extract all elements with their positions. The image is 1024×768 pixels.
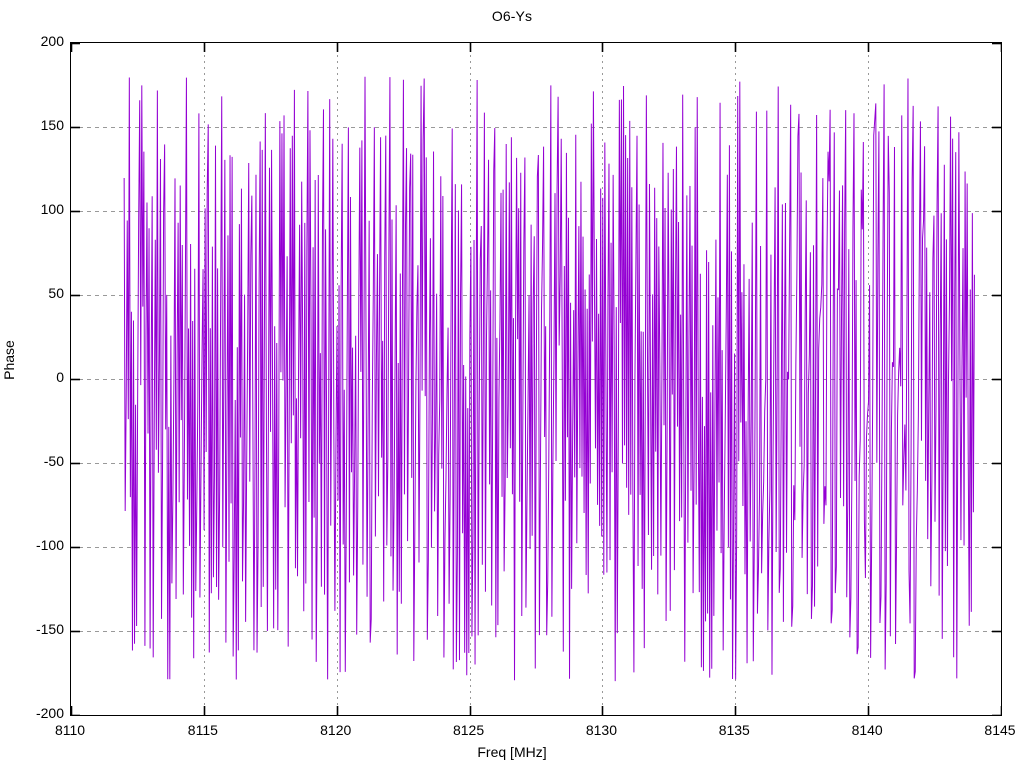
plot-canvas xyxy=(71,43,1001,715)
y-tick-label: 200 xyxy=(40,33,64,49)
data-series-line xyxy=(123,76,975,682)
y-tick-label: 50 xyxy=(48,285,64,301)
y-tick-label: -150 xyxy=(35,621,64,637)
x-tick-label: 8120 xyxy=(320,722,352,738)
axis-tick-marks xyxy=(71,43,1001,715)
y-tick-label: -200 xyxy=(35,705,64,721)
chart-title: O6-Ys xyxy=(491,8,533,24)
y-tick-label: 0 xyxy=(56,369,64,385)
plot-area xyxy=(70,42,1002,716)
x-tick-label: 8115 xyxy=(187,722,218,738)
x-tick-label: 8135 xyxy=(718,722,750,738)
y-tick-label: -100 xyxy=(35,537,64,553)
x-tick-label: 8130 xyxy=(585,722,617,738)
y-tick-label: 100 xyxy=(40,201,64,217)
y-tick-label: 150 xyxy=(40,117,64,133)
y-tick-label: -50 xyxy=(43,453,64,469)
x-tick-label: 8140 xyxy=(851,722,883,738)
x-tick-label: 8125 xyxy=(452,722,485,738)
x-tick-label: 8110 xyxy=(54,722,86,738)
x-tick-label: 8145 xyxy=(984,722,1016,738)
x-axis-label: Freq [MHz] xyxy=(477,744,547,760)
